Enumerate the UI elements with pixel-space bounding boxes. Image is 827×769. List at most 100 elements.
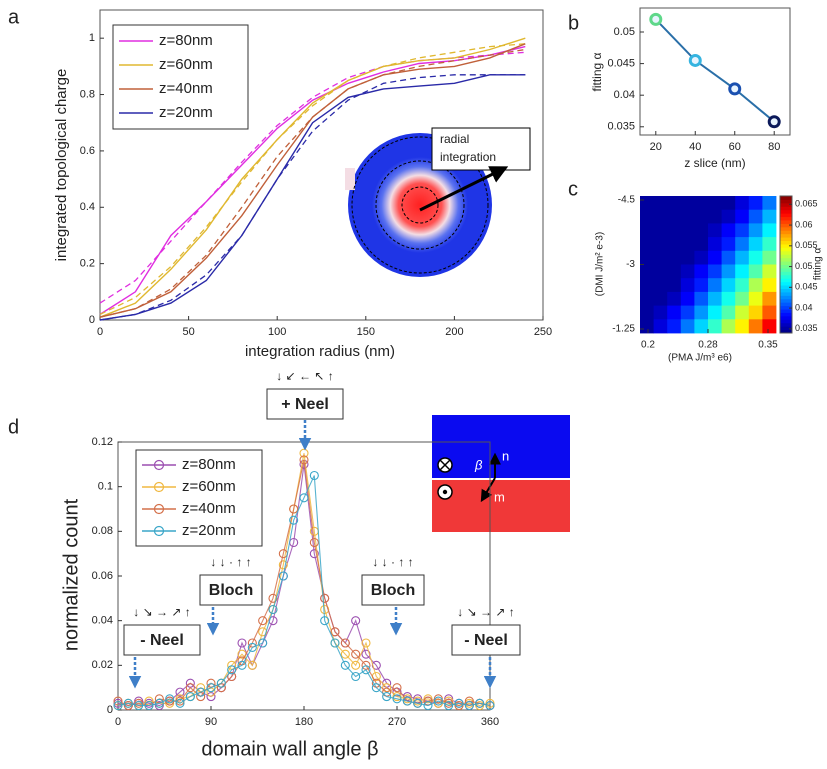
annotation-label: - Neel [140,632,184,649]
data-point [351,660,361,670]
panel-label: a [8,6,20,28]
data-point [216,678,226,688]
legend-marker [153,459,165,471]
annotation-label: Bloch [209,582,253,599]
data-point [237,638,247,648]
data-point [123,700,133,711]
legend-label: z=80nm [159,32,213,49]
heatmap-cell [640,250,654,265]
heatmap-cell [762,305,777,320]
heatmap-cell [762,278,777,293]
data-point [237,660,247,670]
annotation: integration [440,150,496,164]
heatmap-cell [748,250,763,265]
heatmap-cell [762,237,777,252]
data-point [309,470,319,481]
data-point [289,515,299,525]
data-point [485,698,495,708]
legend-label: z=40nm [182,500,236,517]
colorbar-step [780,319,792,324]
data-point [413,696,423,706]
x-tick-label: 20 [650,141,662,153]
data-point [175,687,185,697]
heatmap-cell [708,250,722,265]
colorbar-step [780,257,792,262]
heatmap-cell [735,209,750,224]
heatmap-cell [748,278,763,293]
heatmap-cell [721,319,736,334]
heatmap-cell [735,291,750,306]
heatmap-cell [653,223,668,238]
heatmap-cell [667,223,682,238]
data-point [320,593,330,603]
data-point [227,671,237,682]
data-point [475,698,485,708]
x-tick-label: 250 [534,326,552,338]
annotation-label: Bloch [371,582,415,599]
heatmap-cell [721,250,736,265]
colorbar-step [780,196,792,200]
x-tick-label: 100 [268,326,286,338]
y-tick-label: 0.04 [92,615,113,627]
heatmap-cell [680,264,695,279]
data-point [309,537,319,548]
inset-label: β [474,457,483,472]
x-axis-label: (PMA J/m³ e6) [668,353,732,364]
data-point [361,638,371,648]
heatmap-cell [748,223,763,238]
heatmap-cell [748,291,763,306]
x-tick-label: 90 [205,716,217,728]
colorbar-step [780,302,792,307]
heatmap-cell [694,237,709,252]
heatmap-cell [748,264,763,279]
colorbar-step [780,285,792,289]
y-tick-label: 0.04 [614,89,635,101]
data-point [278,571,288,581]
data-point [423,694,433,704]
heatmap-cell [748,319,763,334]
data-point [144,700,154,711]
heatmap-cell [640,305,654,320]
colorbar-step [780,326,792,331]
heatmap-cell [653,291,668,306]
colorbar-step [780,278,792,283]
legend-label: z=80nm [182,456,236,473]
legend-label: z=60nm [182,478,236,495]
colorbar-step [780,309,792,313]
data-point [649,12,663,26]
heatmap-cell [708,319,722,334]
data-point [413,698,423,708]
heatmap-cell [653,264,668,279]
data-point [196,687,206,697]
heatmap-cell [680,237,695,252]
legend-box [112,24,249,130]
data-point [309,549,319,559]
annotation-glyphs: ↓ ↓ · ↑ ↑ [372,555,413,569]
data-point [402,694,412,704]
heatmap-cell [762,319,777,334]
data-point [464,700,474,711]
data-point [258,616,268,626]
data-point [433,694,443,704]
colorbar-step [780,202,792,207]
data-point [289,504,299,514]
legend-label: z=60nm [159,56,213,73]
y-tick-label: 0.1 [98,481,113,493]
heatmap-cell [667,305,682,320]
annotation-box [361,574,425,606]
legend-box [135,449,263,547]
series-line [99,43,526,318]
colorbar-step [780,322,792,327]
data-point [299,493,309,503]
series-line [99,74,526,321]
annotation-glyphs: ↓ ↘ → ↗ ↑ [457,605,514,619]
plot-frame [99,9,544,321]
heatmap-cell [694,319,709,334]
colorbar-step [780,240,792,245]
heatmap-cell [721,237,736,252]
data-point [351,649,361,659]
x-tick-label: 80 [768,141,780,153]
data-point [433,696,443,706]
x-tick-label: 270 [388,716,406,728]
panel-label: b [568,12,579,34]
